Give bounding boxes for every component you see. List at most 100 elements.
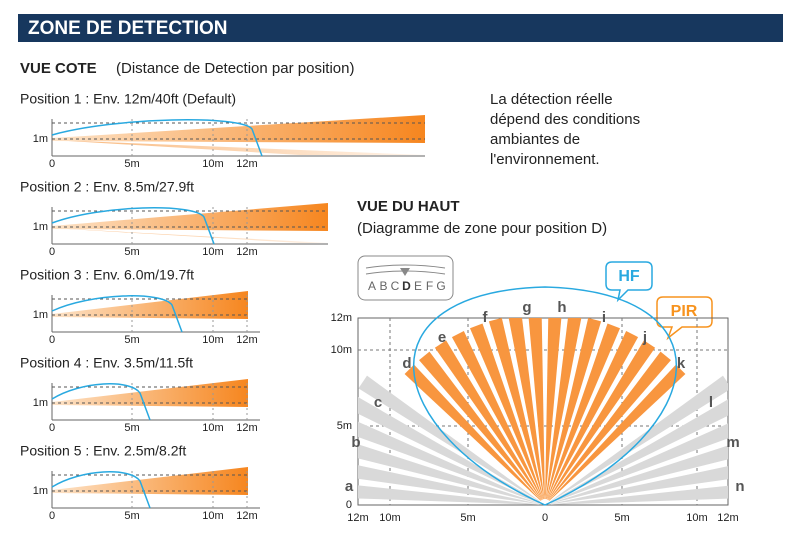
pir-label: PIR [671,303,698,320]
lower-beam [52,316,248,331]
x-tick-label: 0 [542,512,548,524]
zone-label: g [522,299,531,316]
selector-letter: G [436,279,445,293]
selector-letter: A [368,279,376,293]
x-tick-label: 5m [124,158,139,170]
position-label: Position 4 : Env. 3.5m/11.5ft [20,355,193,371]
zone-finger [545,318,582,500]
x-tick-label: 10m [202,510,223,522]
y-label: 1m [33,397,48,409]
x-tick-label: 12m [236,158,257,170]
x-tick-label: 10m [202,158,223,170]
zone-finger [548,340,656,501]
hf-curve [51,295,183,333]
zone-finger [358,444,540,504]
zone-label: e [438,329,446,346]
side-subtitle: (Distance de Detection par position) [116,60,354,77]
x-tick-label: 5m [124,246,139,258]
zone-finger [508,318,545,500]
zone-label: f [483,309,489,326]
zone-label: i [602,309,606,326]
position-label: Position 5 : Env. 2.5m/8.2ft [20,443,186,459]
zone-finger [550,445,728,504]
x-tick-label: 10m [686,512,707,524]
zone-finger [546,323,621,500]
x-tick-label: 5m [124,422,139,434]
zone-label: l [709,394,713,411]
zone-finger [358,375,541,502]
y-label: 1m [33,485,48,497]
y-tick-label: 0 [346,499,352,511]
x-tick-label: 0 [49,334,55,346]
hf-curve [51,207,215,245]
x-tick-label: 0 [49,246,55,258]
header-title: ZONE DE DETECTION [28,18,228,39]
zone-label: j [642,329,647,346]
y-label: 1m [33,309,48,321]
x-tick-label: 12m [717,512,738,524]
zone-finger [550,466,728,505]
y-tick-label: 5m [337,420,352,432]
x-tick-label: 12m [236,246,257,258]
zone-finger [546,318,602,500]
zone-label: h [557,299,566,316]
zone-finger [548,351,671,501]
x-tick-label: 0 [49,422,55,434]
zone-label: c [374,394,382,411]
selector-pointer [400,268,410,276]
zone-finger [550,485,728,505]
position-label: Position 3 : Env. 6.0m/19.7ft [20,267,194,283]
zone-finger [469,323,544,500]
zone-finger [547,330,639,500]
upper-beam [52,291,248,319]
zone-label: b [351,434,360,451]
hf-curve [51,119,263,157]
x-tick-label: 5m [614,512,629,524]
note-line: La détection réelle [490,91,613,108]
x-tick-label: 12m [347,512,368,524]
note-line: ambiantes de [490,131,580,148]
lower-beam [52,140,425,155]
x-tick-label: 0 [49,510,55,522]
x-tick-label: 12m [236,334,257,346]
selector-letter: C [391,279,400,293]
fingers [358,318,728,505]
side-title: VUE COTE [20,60,97,77]
position-label: Position 1 : Env. 12m/40ft (Default) [20,91,236,107]
zone-finger [550,399,728,503]
zone-label: n [735,478,744,495]
top-subtitle: (Diagramme de zone pour position D) [357,220,607,237]
top-title: VUE DU HAUT [357,198,460,215]
selector-letter: B [379,279,387,293]
zone-finger [434,340,542,501]
hf-zone [412,286,678,506]
note-line: l'environnement. [490,151,600,168]
zone-finger [358,465,540,505]
x-tick-label: 10m [202,334,223,346]
x-tick-label: 0 [49,158,55,170]
hf-curve [51,383,151,421]
zone-label: a [345,478,354,495]
upper-beam [52,379,248,407]
hf-label: HF [618,268,640,285]
x-tick-label: 10m [379,512,400,524]
y-tick-label: 10m [331,344,352,356]
y-tick-label: 12m [331,312,352,324]
note-line: dépend des conditions [490,111,640,128]
selector-letter: F [426,279,433,293]
y-label: 1m [33,221,48,233]
zone-finger [549,364,686,501]
x-tick-label: 10m [202,422,223,434]
zone-finger [549,375,728,502]
zone-finger [358,421,540,503]
upper-beam [52,203,328,231]
lower-beam [52,228,328,243]
zone-label: m [726,434,739,451]
zone-finger [545,318,562,500]
zone-finger [419,351,542,501]
x-tick-label: 5m [124,510,139,522]
hf-callout [605,261,653,303]
zone-finger [404,364,541,501]
x-tick-label: 12m [236,422,257,434]
